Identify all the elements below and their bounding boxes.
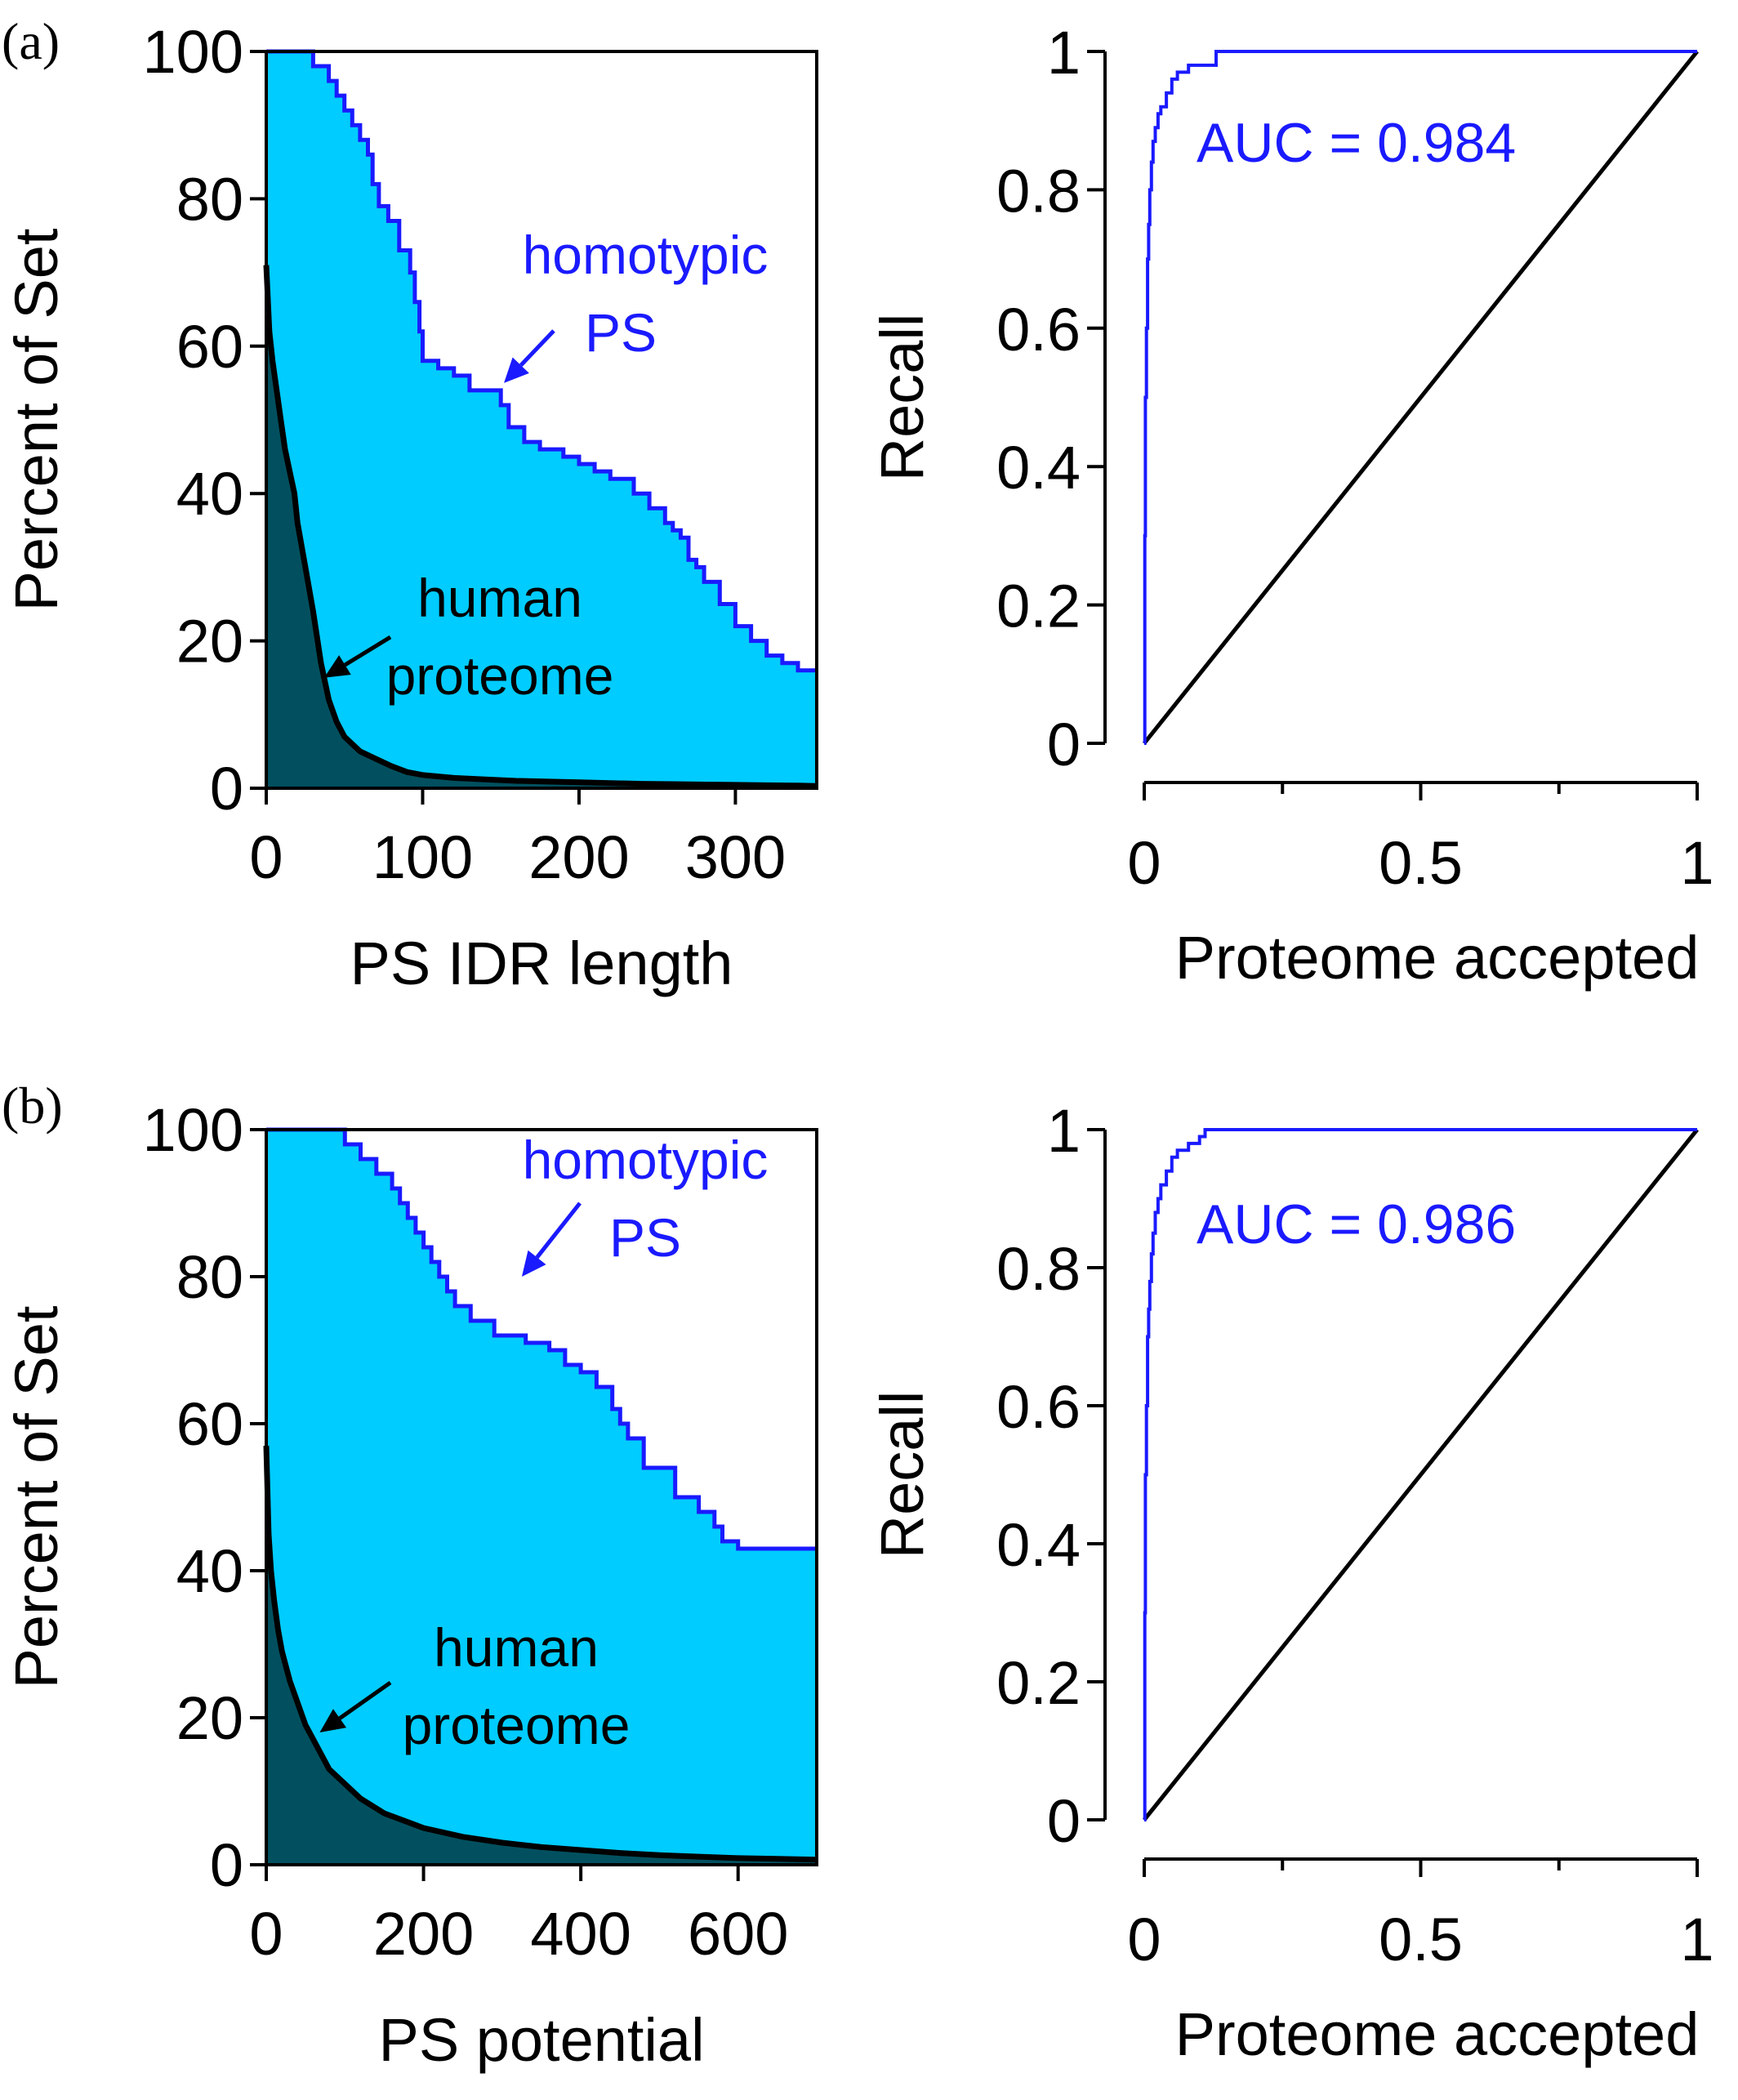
- x-tick-label: 200: [528, 823, 629, 891]
- y-tick-label: 0.2: [996, 573, 1081, 640]
- x-axis-label: PS potential: [378, 2006, 704, 2074]
- x-axis-label: Proteome accepted: [1175, 924, 1700, 992]
- annotation-arrow: [535, 1202, 582, 1260]
- annotation-arrow: [344, 635, 392, 667]
- panel-label-b: (b): [2, 1077, 63, 1135]
- y-tick-label: 0: [1047, 711, 1081, 778]
- annotation-text: AUC = 0.986: [1197, 1193, 1516, 1255]
- human-line: [263, 265, 818, 789]
- annotation-arrowhead: [319, 1709, 347, 1732]
- y-tick-label: 40: [176, 460, 243, 528]
- y-tick-label: 0: [210, 755, 243, 823]
- x-tick-label: 600: [688, 1900, 788, 1968]
- x-tick-label: 1: [1680, 1906, 1713, 1973]
- annotation-text: homotypic: [523, 1130, 769, 1190]
- x-tick-label: 100: [372, 823, 473, 891]
- homotypic-area: [266, 1130, 817, 1865]
- y-tick-label: 80: [176, 1243, 243, 1311]
- annotation-arrowhead: [504, 357, 529, 383]
- homotypic-line: [266, 49, 817, 673]
- roc-curve: [1143, 50, 1697, 745]
- plot-frame: [265, 1128, 818, 1866]
- annotation-arrowhead: [521, 1250, 546, 1277]
- y-tick-label: 1: [1047, 1097, 1081, 1165]
- y-tick-label: 40: [176, 1537, 243, 1605]
- y-tick-label: 0.6: [996, 296, 1081, 363]
- annotation-arrowhead: [323, 655, 351, 678]
- panel-label-a: (a): [2, 12, 60, 70]
- annotation-text: human: [434, 1617, 599, 1678]
- y-tick-label: 1: [1047, 19, 1081, 87]
- y-tick-label: 0.8: [996, 157, 1081, 225]
- chart-b-roc: 0 0.2 0.4 0.6 0.8 1 0 0.5 1 Proteome accepted Reca…: [868, 1097, 1714, 2068]
- x-axis-label: Proteome accepted: [1175, 2000, 1700, 2068]
- x-tick-label: 200: [373, 1900, 474, 1968]
- x-tick-label: 0: [249, 1900, 283, 1968]
- chart-b-potential: 0 20 40 60 80 100 0 200 400 600 PS potential Percen…: [2, 1096, 818, 2074]
- x-tick-label: 0: [249, 823, 283, 891]
- y-tick-label: 0.6: [996, 1373, 1081, 1441]
- y-axis-label: Percent of Set: [2, 1305, 70, 1688]
- x-tick-label: 400: [530, 1900, 631, 1968]
- y-tick-label: 60: [176, 313, 243, 381]
- human-area: [266, 265, 817, 789]
- y-tick-label: 0: [210, 1831, 243, 1899]
- x-axis-label: PS IDR length: [350, 930, 733, 997]
- annotation-text: PS: [609, 1207, 681, 1268]
- annotation-text: proteome: [403, 1695, 631, 1755]
- annotation-text: homotypic: [523, 225, 769, 285]
- y-tick-label: 20: [176, 1684, 243, 1752]
- x-tick-label: 0.5: [1379, 1906, 1463, 1973]
- x-tick-label: 0: [1127, 1906, 1161, 1973]
- y-tick-label: 80: [176, 165, 243, 233]
- chance-diagonal: [1143, 50, 1699, 745]
- plot-frame: [265, 50, 818, 790]
- chart-a-roc: 0 0.2 0.4 0.6 0.8 1 0 0.5 1 Proteome accepted Reca…: [868, 19, 1714, 992]
- x-tick-label: 0.5: [1379, 829, 1463, 897]
- y-tick-label: 0.2: [996, 1649, 1081, 1717]
- y-axis-label: Percent of Set: [2, 228, 70, 611]
- homotypic-line: [266, 1127, 817, 1551]
- roc-curve: [1143, 1128, 1697, 1821]
- y-tick-label: 0.8: [996, 1235, 1081, 1303]
- chart-a-psidr: 0 20 40 60 80 100 0 100 200 300 PS IDR length Perce…: [2, 18, 818, 997]
- y-tick-label: 0.4: [996, 434, 1081, 502]
- y-tick-label: 20: [176, 608, 243, 675]
- y-axis-label: Recall: [868, 314, 936, 482]
- y-tick-label: 60: [176, 1390, 243, 1458]
- chance-diagonal: [1143, 1128, 1699, 1821]
- annotation-arrow: [519, 329, 555, 367]
- y-tick-label: 100: [143, 18, 243, 86]
- y-tick-label: 0: [1047, 1787, 1081, 1855]
- x-tick-label: 300: [685, 823, 786, 891]
- x-tick-label: 1: [1680, 829, 1713, 897]
- human-area: [266, 1446, 817, 1865]
- x-tick-label: 0: [1127, 829, 1161, 897]
- human-line: [263, 1445, 818, 1863]
- homotypic-area: [266, 51, 817, 788]
- annotation-text: PS: [585, 302, 657, 363]
- annotation-text: proteome: [386, 645, 614, 706]
- annotation-arrow: [338, 1680, 392, 1720]
- annotation-text: human: [417, 568, 582, 628]
- annotation-text: AUC = 0.984: [1197, 112, 1516, 174]
- y-tick-label: 100: [143, 1096, 243, 1164]
- y-axis-label: Recall: [868, 1391, 936, 1559]
- y-tick-label: 0.4: [996, 1511, 1081, 1579]
